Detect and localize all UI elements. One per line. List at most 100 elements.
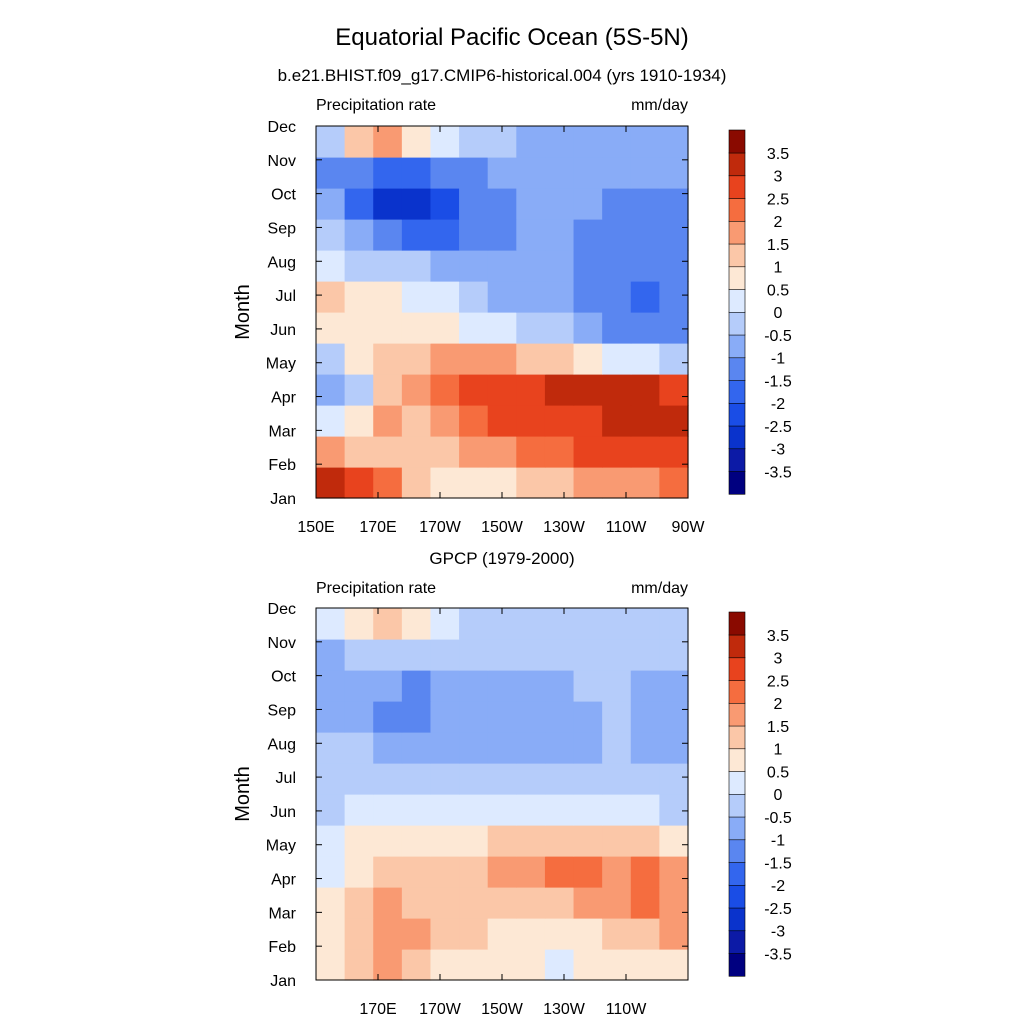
panel-subtitle-right: mm/day xyxy=(631,580,688,597)
heatmap-cell xyxy=(516,312,546,344)
colorbar-label: -0.5 xyxy=(764,328,792,345)
heatmap-cell xyxy=(659,794,689,826)
heatmap-cell xyxy=(459,670,489,702)
colorbar-label: -1 xyxy=(771,351,785,368)
heatmap-cell xyxy=(602,732,632,764)
heatmap-cell xyxy=(430,670,460,702)
heatmap-cell xyxy=(401,343,432,375)
y-tick-label: Aug xyxy=(268,736,296,753)
y-tick-labels: Jan Feb Mar Apr May Jun Jul Aug Sep Oct Nov Dec xyxy=(266,119,297,508)
colorbar-label: -2 xyxy=(771,878,785,895)
heatmap-cell xyxy=(516,374,546,406)
heatmap-cell xyxy=(659,312,689,344)
heatmap-cell xyxy=(573,343,603,375)
heatmap-cell xyxy=(659,608,689,640)
heatmap-cell xyxy=(659,126,689,158)
axis-ticks xyxy=(315,125,689,499)
heatmap-cell xyxy=(344,126,374,158)
heatmap-cell xyxy=(544,250,575,282)
y-tick-label: Jan xyxy=(270,491,296,508)
heatmap-cell xyxy=(602,343,632,375)
heatmap-cell xyxy=(516,856,546,888)
heatmap-cell xyxy=(430,157,460,189)
y-tick-label: Feb xyxy=(268,939,296,956)
colorbar-label: -2.5 xyxy=(764,419,792,436)
heatmap-cell xyxy=(430,918,460,950)
colorbar-label: 2.5 xyxy=(767,191,789,208)
heatmap-cell xyxy=(344,188,374,220)
heatmap-cell xyxy=(401,701,432,733)
heatmap-cell xyxy=(602,157,632,189)
colorbar-swatch xyxy=(728,425,746,450)
y-tick-label: Jun xyxy=(270,804,296,821)
heatmap-cell xyxy=(516,701,546,733)
heatmap-cell xyxy=(487,825,517,857)
heatmap-cell xyxy=(344,374,374,406)
heatmap-cell xyxy=(602,887,632,919)
colorbar: -3.5 -3 -2.5 -2 -1.5 -1 -0.5 0 0.5 1 1.5 2 2.5 3 3.5 xyxy=(728,611,792,977)
heatmap-cell xyxy=(544,608,575,640)
heatmap-cell xyxy=(573,763,603,795)
heatmap-cell xyxy=(630,887,660,919)
heatmap-cell xyxy=(544,856,575,888)
heatmap-cell xyxy=(659,949,689,981)
heatmap-cell xyxy=(516,219,546,251)
heatmap-cell xyxy=(544,343,575,375)
colorbar-label: 2 xyxy=(774,696,783,713)
heatmap-cell xyxy=(630,343,660,375)
colorbar-swatch xyxy=(728,448,746,472)
heatmap-cell xyxy=(459,763,489,795)
colorbar-swatch xyxy=(728,793,746,818)
heatmap-cell xyxy=(430,732,460,764)
heatmap-cell xyxy=(602,126,632,158)
panel-subtitle-left: Precipitation rate xyxy=(316,97,436,114)
heatmap-cell xyxy=(401,794,432,826)
heatmap-cell xyxy=(459,157,489,189)
colorbar-swatch xyxy=(728,725,746,750)
colorbar-label: -3.5 xyxy=(764,464,792,481)
heatmap-cell xyxy=(602,856,632,888)
figure-title: Equatorial Pacific Ocean (5S-5N) xyxy=(335,24,688,51)
heatmap-cell xyxy=(516,918,546,950)
y-tick-label: Apr xyxy=(271,390,297,407)
heatmap-cell xyxy=(316,219,346,251)
y-tick-label: Jan xyxy=(270,973,296,990)
y-axis-label: Month xyxy=(232,284,254,340)
heatmap-cell xyxy=(459,608,489,640)
heatmap-cell xyxy=(602,281,632,313)
heatmap-cell xyxy=(544,949,575,981)
heatmap-cell xyxy=(516,763,546,795)
heatmap-cell xyxy=(401,763,432,795)
heatmap-cell xyxy=(459,825,489,857)
heatmap-cell xyxy=(630,250,660,282)
colorbar-swatch xyxy=(728,611,746,636)
heatmap-cell xyxy=(659,343,689,375)
colorbar-label: 1.5 xyxy=(767,237,789,254)
colorbar-swatch xyxy=(728,748,746,772)
y-tick-label: May xyxy=(266,838,296,855)
heatmap-cell xyxy=(430,825,460,857)
heatmap-cell xyxy=(602,250,632,282)
y-axis-label: Month xyxy=(232,766,254,822)
heatmap-cell xyxy=(373,732,403,764)
colorbar-label: -1.5 xyxy=(764,855,792,872)
y-tick-label: Aug xyxy=(268,254,296,271)
heatmap-cell xyxy=(430,281,460,313)
colorbar-swatch xyxy=(728,288,746,313)
heatmap-cell xyxy=(344,281,374,313)
y-tick-label: Oct xyxy=(271,669,296,686)
heatmap-cell xyxy=(373,701,403,733)
heatmap-cell xyxy=(544,918,575,950)
heatmap-cell xyxy=(430,374,460,406)
heatmap-cell xyxy=(344,312,374,344)
heatmap-cell xyxy=(573,856,603,888)
heatmap-cell xyxy=(487,639,517,671)
colorbar-label: 1 xyxy=(774,742,783,759)
x-tick-labels: 150E 170E 170W 150W 130W 110W 90W xyxy=(297,519,705,536)
heatmap-cell xyxy=(316,343,346,375)
heatmap-cell xyxy=(316,436,346,468)
heatmap-cell xyxy=(344,219,374,251)
heatmap-cell xyxy=(602,312,632,344)
colorbar-label: -2 xyxy=(771,396,785,413)
heatmap-cell xyxy=(602,219,632,251)
